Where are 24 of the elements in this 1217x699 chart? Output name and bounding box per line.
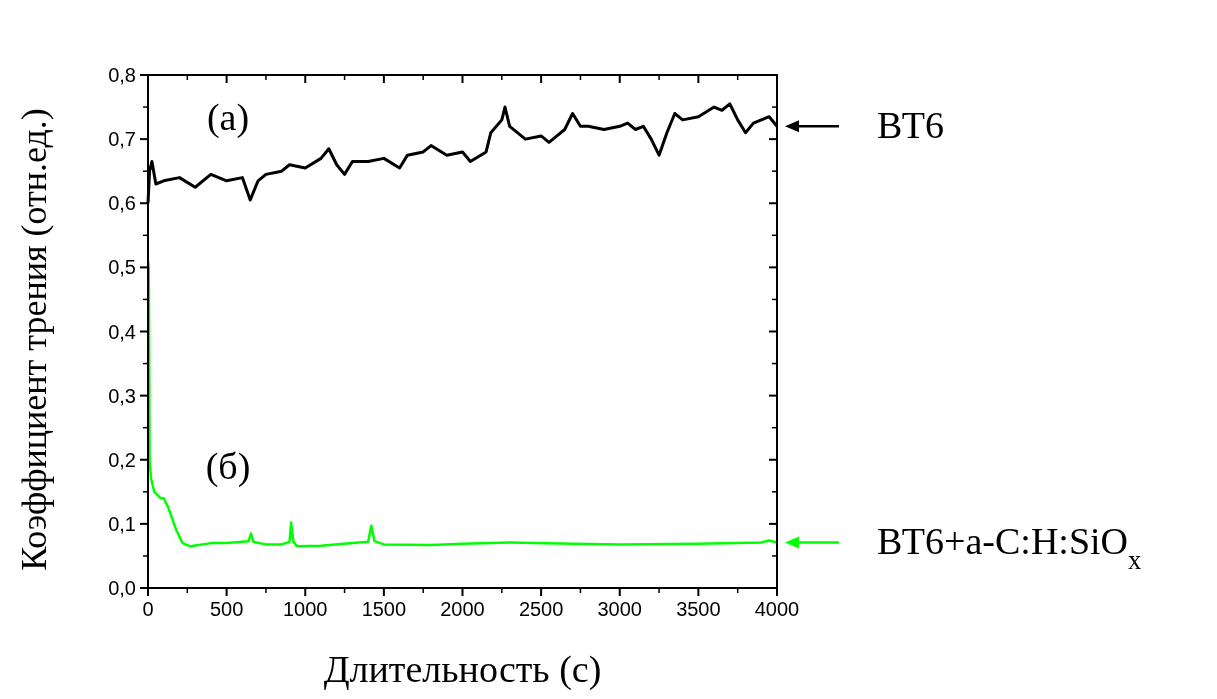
y-tick-label: 0,5 [108, 256, 136, 279]
y-tick-label: 0,7 [108, 128, 136, 151]
x-tick-label: 2000 [440, 598, 485, 620]
x-tick-label: 3500 [676, 598, 721, 620]
legend-label: ВТ6 [877, 104, 945, 147]
y-tick-label: 0,6 [108, 192, 136, 215]
y-tick-label: 0,0 [108, 577, 136, 599]
x-tick-label: 1000 [283, 598, 328, 620]
legend-label: ВТ6+a-C:H:SiO$_{x}$ [877, 520, 1142, 576]
y-tick-label: 0,1 [108, 512, 136, 535]
annotation: (б) [205, 444, 251, 488]
y-tick-label: 0,4 [108, 320, 136, 343]
y-tick-label: 0,3 [108, 384, 136, 407]
annotation: (а) [206, 96, 250, 139]
x-tick-label: 500 [209, 598, 244, 620]
x-tick-label: 1500 [361, 598, 407, 620]
x-tick-label: 2500 [518, 598, 564, 620]
x-tick-label: 3000 [597, 598, 642, 620]
x-axis-title: Длительность (с) [323, 648, 602, 691]
y-tick-label: 0,8 [108, 64, 136, 86]
y-axis-title: Коэффициент трения (отн.ед.) [14, 108, 54, 571]
x-tick-label: 4000 [754, 598, 800, 620]
y-tick-label: 0,2 [108, 448, 136, 471]
x-tick-label: 0 [142, 598, 154, 620]
